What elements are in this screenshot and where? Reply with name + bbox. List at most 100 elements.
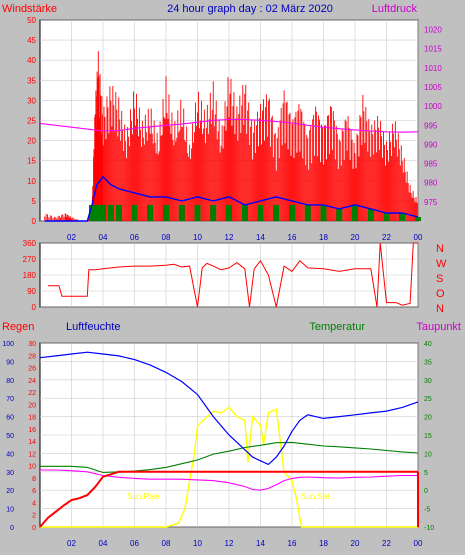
wind-tick-label: 25 <box>27 117 36 126</box>
time-tick-label: 06 <box>130 539 139 548</box>
humidity-line <box>39 351 419 466</box>
time-tick-label: 14 <box>256 233 265 242</box>
compass-label: O <box>436 288 445 300</box>
mean-wind-fill <box>210 204 217 221</box>
rain-tick-label: 2 <box>32 513 36 520</box>
mean-wind-fill <box>241 204 248 221</box>
direction-tick-labels: 0 90 180 270 360 <box>23 239 37 312</box>
temperature-tick-label: -5 <box>424 507 430 514</box>
time-tick-label: 12 <box>225 233 234 242</box>
humidity-tick-label: 50 <box>6 433 14 440</box>
temperature-tick-label: 40 <box>424 341 432 348</box>
pressure-tick-label: 1010 <box>424 64 442 73</box>
mean-wind-fill <box>289 204 295 221</box>
temperature-line <box>40 441 419 474</box>
rain-tick-label: 14 <box>28 439 36 446</box>
mean-wind-fill <box>352 204 358 221</box>
rain-tick-label: 22 <box>28 390 36 397</box>
time-tick-label: 10 <box>193 233 202 242</box>
mean-wind-fill <box>107 204 114 221</box>
time-tick-label: 04 <box>99 233 108 242</box>
time-tick-label: 00 <box>414 233 423 242</box>
mean-wind-fill <box>415 216 421 221</box>
humidity-tick-label: 10 <box>6 507 14 514</box>
direction-tick-label: 180 <box>23 271 37 280</box>
wind-tick-label: 45 <box>27 36 36 45</box>
chart-title: 24 hour graph day : 02 März 2020 <box>167 3 333 15</box>
humidity-tick-label: 60 <box>6 415 14 422</box>
mean-wind-fill <box>93 204 100 221</box>
dewpoint-axis-label: Taupunkt <box>416 321 461 333</box>
rain-tick-label: 20 <box>28 402 36 409</box>
wind-tick-label: 0 <box>32 217 37 226</box>
panel-3-tick-labels: 0102030405060708090100024681012141618202… <box>2 341 434 532</box>
pressure-tick-label: 990 <box>424 140 438 149</box>
solar-line <box>40 406 418 528</box>
humidity-axis-label: Luftfeuchte <box>66 321 120 333</box>
compass-label: S <box>436 273 443 285</box>
time-tick-label: 06 <box>130 233 139 242</box>
rain-tick-label: 8 <box>32 476 36 483</box>
time-axis-tick-labels: 02 04 06 08 10 12 14 16 18 20 22 00 02 04 06 08 10 12 14 16… <box>67 233 423 548</box>
rain-axis-label: Regen <box>2 321 34 333</box>
direction-tick-label: 0 <box>32 303 37 312</box>
time-tick-label: 12 <box>225 539 234 548</box>
temperature-tick-label: 25 <box>424 396 432 403</box>
pressure-tick-label: 980 <box>424 179 438 188</box>
humidity-tick-label: 90 <box>6 359 14 366</box>
time-tick-label: 16 <box>288 539 297 548</box>
compass-label: N <box>436 243 444 255</box>
time-tick-label: 02 <box>67 539 76 548</box>
mean-wind-fill <box>115 204 122 221</box>
rain-tick-label: 6 <box>32 488 36 495</box>
wind-axis-label: Windstärke <box>2 3 57 15</box>
wind-tick-label: 20 <box>27 137 36 146</box>
temperature-tick-label: 0 <box>424 488 428 495</box>
panel-1-series <box>39 51 421 222</box>
mean-wind-fill <box>320 204 327 221</box>
humidity-tick-label: 70 <box>6 396 14 403</box>
compass-label: W <box>436 258 447 270</box>
pressure-axis-label: Luftdruck <box>372 3 418 15</box>
time-tick-label: 20 <box>351 539 360 548</box>
temperature-tick-label: 5 <box>424 470 428 477</box>
pressure-tick-label: 975 <box>424 198 438 207</box>
mean-wind-fill <box>226 204 232 221</box>
rain-tick-label: 10 <box>28 464 36 471</box>
time-tick-label: 02 <box>67 233 76 242</box>
humidity-tick-label: 0 <box>10 525 14 532</box>
direction-tick-label: 90 <box>27 287 36 296</box>
pressure-tick-labels: 975 980 985 990 995 1000 1005 1010 1015 1020 <box>424 26 442 207</box>
wind-tick-label: 15 <box>27 157 36 166</box>
humidity-tick-label: 80 <box>6 378 14 385</box>
time-tick-label: 04 <box>99 539 108 548</box>
humidity-tick-label: 30 <box>6 470 14 477</box>
time-tick-label: 08 <box>162 233 171 242</box>
time-tick-label: 10 <box>193 539 202 548</box>
rain-tick-label: 30 <box>28 341 36 348</box>
wind-speed-tick-labels: 0 5 10 15 20 25 30 35 40 45 50 <box>27 16 36 226</box>
rain-tick-label: 4 <box>32 500 36 507</box>
time-tick-label: 00 <box>414 539 423 548</box>
mean-wind-fill <box>304 204 311 221</box>
mean-wind-fill <box>100 204 106 221</box>
wind-tick-label: 10 <box>27 177 36 186</box>
time-tick-label: 20 <box>351 233 360 242</box>
wind-tick-label: 30 <box>27 96 36 105</box>
time-tick-label: 22 <box>382 539 391 548</box>
sun-rise-annotation: Sun Rise <box>127 492 160 501</box>
humidity-tick-label: 100 <box>2 341 14 348</box>
mean-wind-fill <box>336 208 343 221</box>
pressure-tick-label: 1015 <box>424 45 442 54</box>
pressure-tick-label: 1005 <box>424 83 442 92</box>
compass-label: N <box>436 303 444 315</box>
mean-wind-fill <box>163 204 169 221</box>
mean-wind-fill <box>88 204 95 221</box>
mean-wind-fill <box>367 208 374 221</box>
time-tick-label: 08 <box>162 539 171 548</box>
wind-tick-label: 5 <box>32 197 37 206</box>
pressure-tick-label: 1020 <box>424 26 442 35</box>
sun-set-annotation: Sun Set <box>301 492 330 501</box>
humidity-tick-label: 20 <box>6 488 14 495</box>
